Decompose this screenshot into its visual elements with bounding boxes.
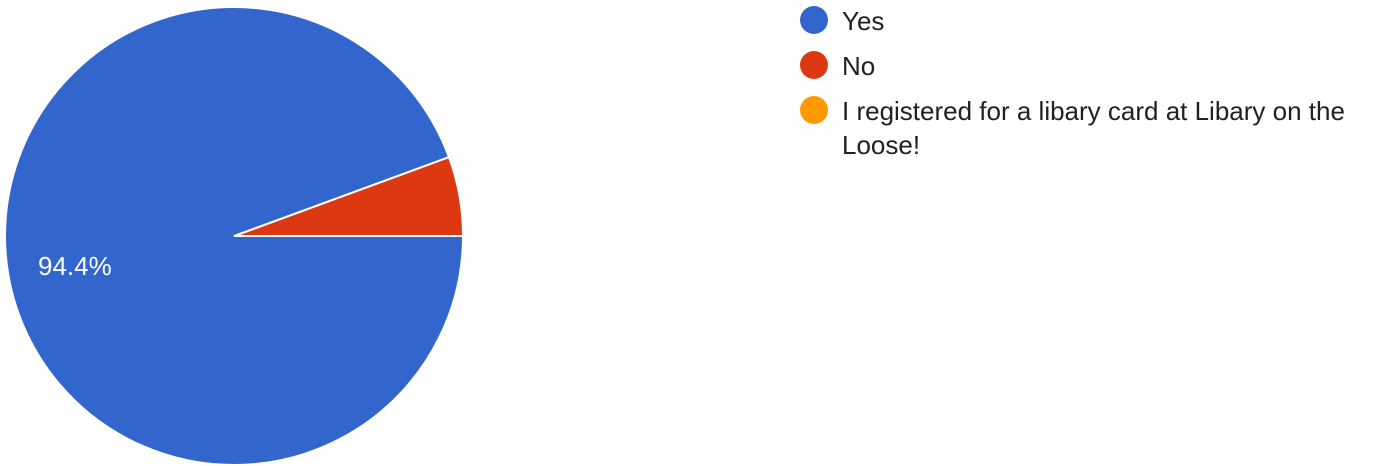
legend-item-yes[interactable]: Yes — [800, 4, 1380, 38]
legend-item-registered[interactable]: I registered for a libary card at Libary… — [800, 94, 1380, 162]
legend: Yes No I registered for a libary card at… — [800, 4, 1380, 173]
legend-swatch-no — [800, 51, 828, 79]
pie-chart: 94.4% — [4, 6, 465, 466]
legend-swatch-yes — [800, 6, 828, 34]
legend-swatch-registered — [800, 96, 828, 124]
legend-label-registered: I registered for a libary card at Libary… — [842, 96, 1345, 160]
legend-item-no[interactable]: No — [800, 49, 1380, 83]
legend-label-no: No — [842, 51, 876, 81]
slice-label-yes: 94.4% — [38, 251, 112, 281]
pie-slice-yes[interactable] — [4, 6, 465, 466]
legend-label-yes: Yes — [842, 6, 885, 36]
